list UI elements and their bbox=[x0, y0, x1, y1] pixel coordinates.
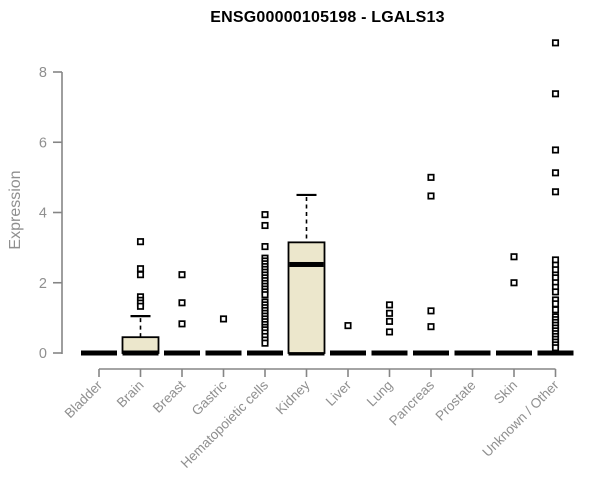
box-group-lung bbox=[371, 301, 408, 356]
median-line-kidney bbox=[289, 261, 324, 267]
outlier-point-brain bbox=[136, 302, 145, 310]
outlier-point-pancreas bbox=[427, 307, 435, 315]
y-axis-label: Expression bbox=[7, 170, 24, 250]
outlier-point-unknown-other bbox=[551, 188, 560, 196]
x-tick-label-skin: Skin bbox=[491, 378, 520, 407]
x-tick-label-lung: Lung bbox=[364, 378, 396, 410]
outlier-point-unknown-other bbox=[551, 306, 560, 314]
zero-bar-unknown-other bbox=[537, 350, 574, 356]
zero-bar-gastric bbox=[205, 350, 242, 356]
outlier-point-hematopoietic-cells bbox=[261, 291, 269, 299]
box-group-breast bbox=[164, 271, 200, 356]
x-tick-label-unknown-other: Unknown / Other bbox=[479, 377, 562, 460]
box-group-liver bbox=[330, 322, 366, 356]
outlier-point-lung bbox=[385, 301, 394, 309]
y-tick-label: 4 bbox=[39, 206, 47, 222]
box-group-skin bbox=[496, 253, 532, 356]
outlier-point-pancreas bbox=[427, 192, 435, 200]
y-tick-label: 8 bbox=[39, 65, 47, 81]
outlier-point-liver bbox=[344, 322, 352, 330]
zero-bar-lung bbox=[371, 350, 408, 356]
outlier-point-breast bbox=[178, 320, 186, 328]
outlier-point-hematopoietic-cells bbox=[261, 221, 269, 230]
x-tick-label-brain: Brain bbox=[114, 378, 147, 411]
outlier-point-pancreas bbox=[427, 323, 435, 331]
box-group-gastric bbox=[205, 315, 242, 356]
outlier-point-unknown-other bbox=[551, 300, 560, 308]
outlier-point-pancreas bbox=[427, 173, 435, 181]
outlier-point-lung bbox=[385, 309, 394, 317]
x-tick-label-kidney: Kidney bbox=[273, 377, 313, 417]
y-tick-label: 0 bbox=[39, 346, 47, 362]
x-tick-label-liver: Liver bbox=[323, 377, 355, 409]
outlier-point-skin bbox=[510, 253, 518, 261]
outlier-point-unknown-other bbox=[551, 344, 560, 352]
outlier-point-brain bbox=[136, 238, 145, 246]
median-line-brain bbox=[122, 350, 159, 356]
zero-bar-bladder bbox=[81, 350, 117, 356]
outlier-point-lung bbox=[385, 328, 394, 336]
zero-bar-prostate bbox=[454, 350, 491, 356]
outlier-point-skin bbox=[510, 279, 518, 287]
outlier-point-breast bbox=[178, 299, 186, 307]
box-body-kidney bbox=[287, 241, 326, 354]
outlier-point-brain bbox=[136, 265, 145, 273]
outlier-point-unknown-other bbox=[551, 169, 560, 177]
outlier-point-lung bbox=[385, 317, 394, 325]
outlier-point-unknown-other bbox=[551, 146, 560, 154]
outlier-point-hematopoietic-cells bbox=[261, 243, 269, 251]
outlier-point-unknown-other bbox=[551, 288, 560, 296]
box-group-prostate bbox=[454, 350, 491, 356]
zero-bar-pancreas bbox=[413, 350, 449, 356]
outlier-point-hematopoietic-cells bbox=[261, 339, 269, 347]
box-group-kidney bbox=[287, 193, 326, 356]
box-group-brain bbox=[121, 238, 160, 356]
outlier-point-breast bbox=[178, 271, 186, 279]
zero-bar-breast bbox=[164, 350, 200, 356]
zero-bar-skin bbox=[496, 350, 532, 356]
zero-bar-hematopoietic-cells bbox=[247, 350, 283, 356]
box-group-pancreas bbox=[413, 173, 449, 356]
box-group-bladder bbox=[81, 350, 117, 356]
outlier-point-gastric bbox=[219, 315, 228, 323]
chart-title: ENSG00000105198 - LGALS13 bbox=[210, 9, 445, 26]
box-group-unknown-other bbox=[537, 39, 574, 356]
x-tick-label-pancreas: Pancreas bbox=[386, 377, 437, 428]
x-tick-label-breast: Breast bbox=[150, 377, 188, 415]
x-tick-label-gastric: Gastric bbox=[189, 377, 230, 418]
box-group-hematopoietic-cells bbox=[247, 211, 283, 356]
outlier-point-unknown-other bbox=[551, 39, 560, 47]
x-tick-label-prostate: Prostate bbox=[432, 378, 478, 424]
x-tick-label-bladder: Bladder bbox=[62, 377, 106, 421]
outlier-point-hematopoietic-cells bbox=[261, 211, 269, 219]
outlier-point-brain bbox=[136, 271, 145, 279]
y-tick-label: 6 bbox=[39, 135, 47, 151]
zero-bar-liver bbox=[330, 350, 366, 356]
y-tick-label: 2 bbox=[39, 276, 47, 292]
outlier-point-unknown-other bbox=[551, 90, 560, 98]
